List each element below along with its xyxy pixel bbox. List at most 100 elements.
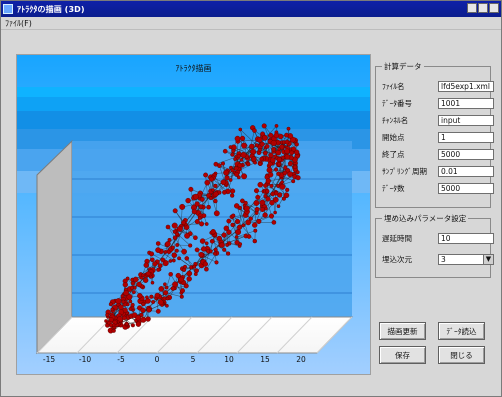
attractor-point bbox=[265, 189, 270, 194]
attractor-point bbox=[139, 312, 144, 318]
title-bar: ｱﾄﾗｸﾀの描画 (3D) bbox=[1, 1, 501, 17]
window-controls bbox=[467, 3, 499, 13]
trajectory-segment bbox=[239, 200, 243, 228]
attractor-point bbox=[231, 213, 236, 218]
attractor-point bbox=[283, 165, 288, 170]
attractor-point bbox=[265, 178, 271, 184]
close-button[interactable] bbox=[489, 3, 499, 13]
attractor-point bbox=[265, 196, 271, 202]
attractor-point bbox=[287, 171, 294, 178]
attractor-point bbox=[174, 248, 179, 253]
maximize-button[interactable] bbox=[478, 3, 488, 13]
attractor-point bbox=[213, 247, 218, 252]
attractor-point bbox=[284, 139, 290, 145]
attractor-point bbox=[236, 224, 243, 230]
start-point-field[interactable]: 1 bbox=[438, 131, 494, 143]
attractor-point bbox=[276, 156, 282, 163]
attractor-point bbox=[225, 243, 230, 247]
attractor-point bbox=[194, 247, 200, 253]
attractor-point bbox=[175, 243, 180, 247]
attractor-point bbox=[115, 298, 122, 305]
attractor-point bbox=[206, 204, 211, 210]
attractor-point bbox=[123, 290, 129, 296]
channel-name-field[interactable]: input bbox=[438, 114, 494, 126]
attractor-point bbox=[272, 196, 279, 203]
background-band-2 bbox=[17, 97, 370, 111]
attractor-point bbox=[130, 281, 136, 286]
data-count-field[interactable]: 5000 bbox=[438, 182, 494, 194]
dimension-select[interactable]: 3 ▼ bbox=[438, 253, 494, 265]
file-name-field[interactable]: lfd5exp1.xml bbox=[438, 80, 494, 92]
attractor-point bbox=[199, 221, 205, 227]
trajectory-segment bbox=[236, 205, 244, 226]
attractor-point bbox=[155, 241, 161, 246]
attractor-point bbox=[171, 258, 176, 263]
attractor-point bbox=[120, 294, 125, 298]
attractor-point bbox=[224, 175, 230, 181]
data-read-button[interactable]: ﾃﾞｰﾀ読込 bbox=[438, 322, 485, 340]
attractor-point bbox=[255, 194, 261, 200]
floor-gridline bbox=[316, 316, 353, 354]
trajectory-segment bbox=[177, 244, 191, 246]
attractor-point bbox=[230, 188, 236, 194]
attractor-point bbox=[222, 190, 227, 195]
save-button[interactable]: 保存 bbox=[379, 346, 426, 364]
end-point-field[interactable]: 5000 bbox=[438, 148, 494, 160]
attractor-point bbox=[131, 290, 136, 295]
setting-row: ﾌｧｲﾙ名 lfd5exp1.xml bbox=[382, 79, 494, 93]
attractor-point bbox=[141, 302, 146, 307]
trajectory-segment bbox=[233, 146, 252, 152]
dropdown-arrow-icon[interactable]: ▼ bbox=[483, 254, 493, 264]
attractor-point bbox=[213, 210, 220, 217]
attractor-point bbox=[180, 288, 185, 294]
attractor-point bbox=[175, 231, 180, 237]
sampling-period-field[interactable]: 0.01 bbox=[438, 165, 494, 177]
attractor-point bbox=[280, 180, 284, 185]
attractor-point bbox=[121, 299, 126, 304]
attractor-point bbox=[253, 228, 258, 233]
attractor-point bbox=[234, 235, 239, 239]
attractor-point bbox=[231, 148, 236, 153]
attractor-point bbox=[177, 256, 182, 261]
attractor-point bbox=[265, 144, 270, 149]
attractor-point bbox=[145, 316, 151, 322]
data-number-field[interactable]: 1001 bbox=[438, 97, 494, 109]
file-menu[interactable]: ﾌｧｲﾙ(F) bbox=[5, 18, 32, 28]
delay-field[interactable]: 10 bbox=[438, 232, 494, 244]
attractor-point bbox=[172, 235, 178, 240]
attractor-point bbox=[165, 224, 171, 230]
floor-gridline bbox=[236, 316, 273, 354]
attractor-point bbox=[284, 148, 290, 155]
redraw-button[interactable]: 描画更新 bbox=[379, 322, 426, 340]
trajectory-segment bbox=[206, 252, 217, 270]
attractor-point bbox=[268, 132, 274, 138]
x-tick-label: -15 bbox=[43, 355, 55, 364]
attractor-point bbox=[222, 148, 228, 154]
x-tick-label: -5 bbox=[117, 355, 125, 364]
minimize-button[interactable] bbox=[467, 3, 477, 13]
embedding-params-group: 埋め込みパラメータ設定 遅延時間 10 埋込次元 3 ▼ bbox=[375, 213, 494, 278]
attractor-point bbox=[208, 196, 213, 201]
attractor-point bbox=[211, 188, 215, 192]
floor-gridline bbox=[276, 316, 313, 354]
attractor-point bbox=[283, 192, 290, 199]
attractor-point bbox=[165, 303, 169, 308]
attractor-point bbox=[241, 173, 248, 180]
attractor-point bbox=[181, 220, 187, 226]
close-dialog-button[interactable]: 閉じる bbox=[438, 346, 485, 364]
attractor-point bbox=[140, 307, 146, 313]
attractor-point bbox=[270, 140, 277, 146]
x-tick-label: 20 bbox=[296, 355, 306, 364]
attractor-point bbox=[184, 232, 191, 239]
attractor-point bbox=[268, 213, 275, 219]
attractor-point bbox=[293, 164, 298, 170]
attractor-point bbox=[208, 176, 215, 182]
attractor-point bbox=[216, 235, 222, 242]
attractor-point bbox=[128, 307, 133, 311]
attractor-point bbox=[271, 146, 276, 152]
trajectory-segment bbox=[240, 129, 258, 146]
attractor-point bbox=[262, 134, 268, 141]
embedding-params-group-title: 埋め込みパラメータ設定 bbox=[382, 213, 469, 224]
attractor-point bbox=[146, 307, 152, 313]
